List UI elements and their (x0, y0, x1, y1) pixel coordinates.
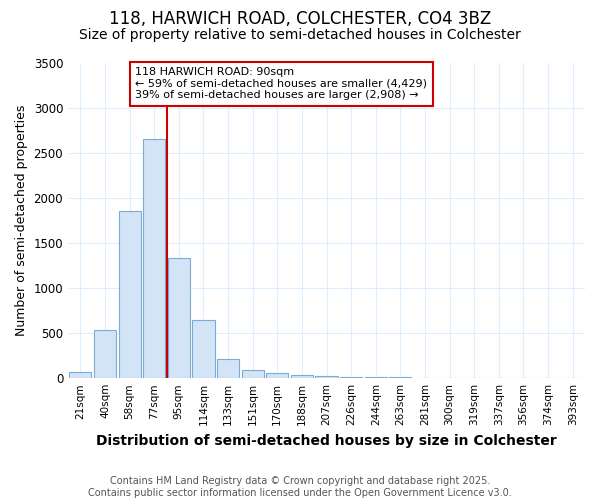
Bar (143, 139, 165, 378)
Bar (242, 370, 264, 378)
Text: Size of property relative to semi-detached houses in Colchester: Size of property relative to semi-detach… (79, 28, 521, 42)
Bar (217, 359, 239, 378)
Bar (266, 373, 289, 378)
Bar (69, 372, 91, 378)
Bar (119, 212, 140, 378)
X-axis label: Distribution of semi-detached houses by size in Colchester: Distribution of semi-detached houses by … (96, 434, 557, 448)
Text: 118, HARWICH ROAD, COLCHESTER, CO4 3BZ: 118, HARWICH ROAD, COLCHESTER, CO4 3BZ (109, 10, 491, 28)
Text: Contains HM Land Registry data © Crown copyright and database right 2025.
Contai: Contains HM Land Registry data © Crown c… (88, 476, 512, 498)
Bar (316, 376, 338, 378)
Bar (94, 330, 116, 378)
Bar (193, 320, 215, 378)
Bar (340, 377, 362, 378)
Bar (168, 258, 190, 378)
Bar (291, 375, 313, 378)
Y-axis label: Number of semi-detached properties: Number of semi-detached properties (15, 104, 28, 336)
Text: 118 HARWICH ROAD: 90sqm
← 59% of semi-detached houses are smaller (4,429)
39% of: 118 HARWICH ROAD: 90sqm ← 59% of semi-de… (135, 67, 427, 100)
